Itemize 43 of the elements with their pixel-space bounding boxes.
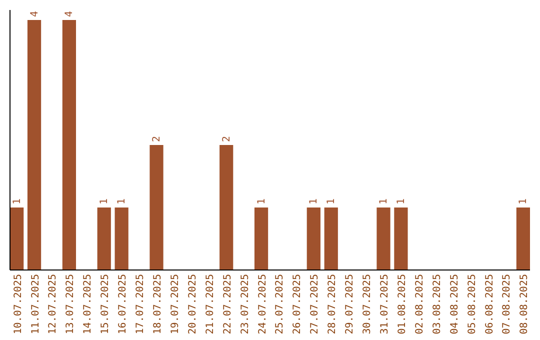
x-tick-label: 11.07.2025 <box>30 274 42 334</box>
x-tick-label: 28.07.2025 <box>327 274 338 334</box>
x-tick-label: 23.07.2025 <box>240 274 251 334</box>
x-tick-label: 25.07.2025 <box>274 274 286 334</box>
x-tick-label: 31.07.2025 <box>380 274 390 334</box>
x-tick-label: 12.07.2025 <box>48 274 59 334</box>
x-tick-label: 22.07.2025 <box>222 274 234 334</box>
x-tick-label: 30.07.2025 <box>362 274 374 334</box>
x-tick-label: 29.07.2025 <box>344 274 356 334</box>
x-tick-label: 26.07.2025 <box>292 274 304 334</box>
x-tick-label: 24.07.2025 <box>257 274 268 334</box>
x-tick-label: 02.08.2025 <box>414 274 426 334</box>
data-label: 1 <box>378 198 390 204</box>
x-tick-label: 01.08.2025 <box>396 274 408 334</box>
data-label: 1 <box>518 198 530 204</box>
x-tick-label: 03.08.2025 <box>432 274 443 334</box>
x-tick-label: 08.08.2025 <box>519 274 530 334</box>
data-label: 1 <box>308 198 320 204</box>
x-tick-label: 07.08.2025 <box>502 274 513 334</box>
data-label: 4 <box>64 10 76 17</box>
data-label: 4 <box>29 10 40 17</box>
x-tick-label: 05.08.2025 <box>466 274 478 334</box>
x-tick-label: 19.07.2025 <box>170 274 181 334</box>
data-label: 1 <box>12 198 23 204</box>
x-tick-label: 17.07.2025 <box>135 274 146 334</box>
x-tick-label: 14.07.2025 <box>82 274 94 334</box>
data-label: 1 <box>99 198 110 204</box>
x-tick-label: 20.07.2025 <box>187 274 198 334</box>
x-tick-label: 27.07.2025 <box>310 274 321 334</box>
data-label: 2 <box>221 136 232 142</box>
x-tick-label: 10.07.2025 <box>12 274 24 334</box>
data-label: 1 <box>326 198 338 204</box>
x-tick-label: 21.07.2025 <box>204 274 216 334</box>
data-label: 1 <box>116 198 128 204</box>
x-tick-label: 16.07.2025 <box>118 274 129 334</box>
data-label: 1 <box>256 198 268 204</box>
x-tick-label: 13.07.2025 <box>65 274 76 334</box>
x-tick-label: 04.08.2025 <box>449 274 460 334</box>
data-label: 2 <box>152 136 162 142</box>
x-tick-label: 06.08.2025 <box>484 274 496 334</box>
x-tick-label: 15.07.2025 <box>100 274 112 334</box>
x-tick-label: 18.07.2025 <box>152 274 164 334</box>
data-label: 1 <box>396 198 407 204</box>
